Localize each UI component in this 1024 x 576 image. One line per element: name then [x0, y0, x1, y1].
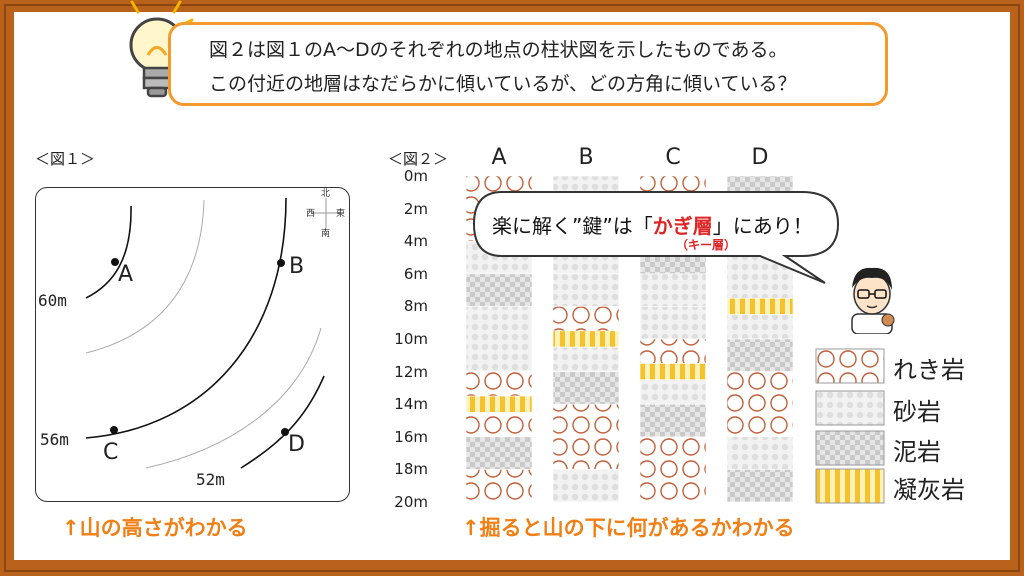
layer-d-tuff	[726, 297, 794, 315]
point-a-label: A	[118, 262, 134, 287]
question-line-1: 図２は図１のA〜Dのそれぞれの地点の柱状図を示したものである。	[209, 39, 788, 61]
depth-tick: 4m	[403, 232, 428, 251]
layer-c-mud	[639, 403, 707, 438]
point-c-label: C	[103, 440, 119, 465]
layer-c-sand	[639, 379, 707, 405]
legend-swatch-tuff	[815, 468, 885, 504]
column-letter-b: B	[578, 145, 594, 170]
compass-south: 南	[321, 229, 331, 239]
legend-label-gravel: れき岩	[893, 356, 965, 384]
legend-swatch-gravel	[815, 348, 885, 384]
compass-east: 東	[336, 209, 346, 219]
layer-d-mud	[726, 469, 794, 503]
depth-tick: 14m	[394, 395, 428, 414]
contour-56m	[85, 197, 287, 439]
layer-b-tuff	[552, 330, 620, 348]
column-letter-c: C	[665, 145, 681, 170]
figure1-caption: ↑山の高さがわかる	[62, 516, 248, 540]
legend-swatch-mud	[815, 430, 885, 466]
contour-map: A B C D 60m 56m 52m 北 南 東 西	[35, 187, 350, 502]
layer-a-gravel	[465, 412, 533, 438]
layer-b-gravel	[552, 306, 620, 332]
layer-c-sand	[639, 306, 707, 340]
depth-tick: 20m	[394, 493, 428, 511]
figure1-label: ＜図１＞	[35, 150, 96, 168]
contour-label-52m: 52m	[196, 470, 225, 489]
legend-label-mud: 泥岩	[893, 438, 941, 466]
layer-c-tuff	[639, 363, 707, 381]
point-d-dot	[281, 428, 289, 436]
layer-a-tuff	[465, 395, 533, 413]
layer-c-gravel	[639, 338, 707, 364]
layer-a-mud	[465, 273, 533, 307]
layer-a-mud	[465, 436, 533, 470]
layer-d-gravel	[726, 371, 794, 438]
layer-d-sand	[726, 436, 794, 470]
depth-tick: 10m	[394, 330, 428, 348]
layer-b-mud	[552, 371, 620, 405]
figure2-caption: ↑掘ると山の下に何があるかわかる	[462, 516, 795, 540]
point-c-dot	[110, 426, 118, 434]
point-b-dot	[277, 259, 285, 267]
legend-swatch-sand	[815, 390, 885, 426]
layer-b-gravel	[552, 403, 620, 470]
point-d-label: D	[288, 432, 305, 457]
layer-c-sand	[639, 273, 707, 307]
question-box: 図２は図１のA〜Dのそれぞれの地点の柱状図を示したものである。 この付近の地層は…	[168, 22, 888, 106]
depth-tick: 6m	[403, 264, 428, 283]
speech-subtext: （キー層）	[676, 238, 737, 252]
contour-58m	[85, 199, 205, 354]
layer-a-gravel	[465, 469, 533, 503]
key-bed-highlight: かぎ層	[652, 214, 713, 238]
layer-c-gravel	[639, 436, 707, 503]
layer-b-sand	[552, 469, 620, 503]
question-line-2: この付近の地層はなだらかに傾いているが、どの方角に傾いている？	[209, 73, 797, 95]
depth-tick: 12m	[394, 362, 428, 381]
layer-b-sand	[552, 273, 620, 307]
compass-north: 北	[321, 189, 331, 199]
contour-lines	[85, 197, 340, 469]
speech-prefix: 楽に解く”鍵”は「	[492, 214, 653, 238]
speech-bubble-text: 楽に解く”鍵”は「かぎ層」にあり！	[492, 210, 813, 239]
layer-a-gravel	[465, 371, 533, 397]
layer-d-mud	[726, 338, 794, 372]
column-letter-d: D	[751, 145, 769, 170]
legend-label-sand: 砂岩	[893, 398, 941, 426]
layer-d-sand	[726, 314, 794, 340]
speech-bubble-shape	[472, 191, 840, 284]
contour-label-56m: 56m	[40, 430, 69, 449]
depth-tick: 16m	[394, 427, 428, 446]
legend-label-tuff: 凝灰岩	[893, 476, 965, 504]
speech-suffix: 」にあり！	[712, 214, 813, 238]
point-b-label: B	[289, 254, 305, 279]
compass-west: 西	[306, 209, 316, 219]
contour-54m	[145, 327, 322, 469]
depth-tick: 18m	[394, 460, 428, 479]
depth-tick: 0m	[403, 167, 428, 185]
column-letter-a: A	[491, 145, 507, 170]
teacher-avatar	[851, 267, 895, 334]
contour-60m	[85, 205, 132, 299]
layer-a-sand	[465, 306, 533, 372]
point-a-dot	[111, 258, 119, 266]
contour-52m	[240, 375, 325, 469]
depth-tick: 8m	[403, 297, 428, 316]
contour-label-60m: 60m	[38, 291, 67, 310]
depth-tick: 2m	[403, 199, 428, 218]
figure2-label: ＜図２＞	[388, 150, 449, 168]
layer-b-sand	[552, 346, 620, 372]
